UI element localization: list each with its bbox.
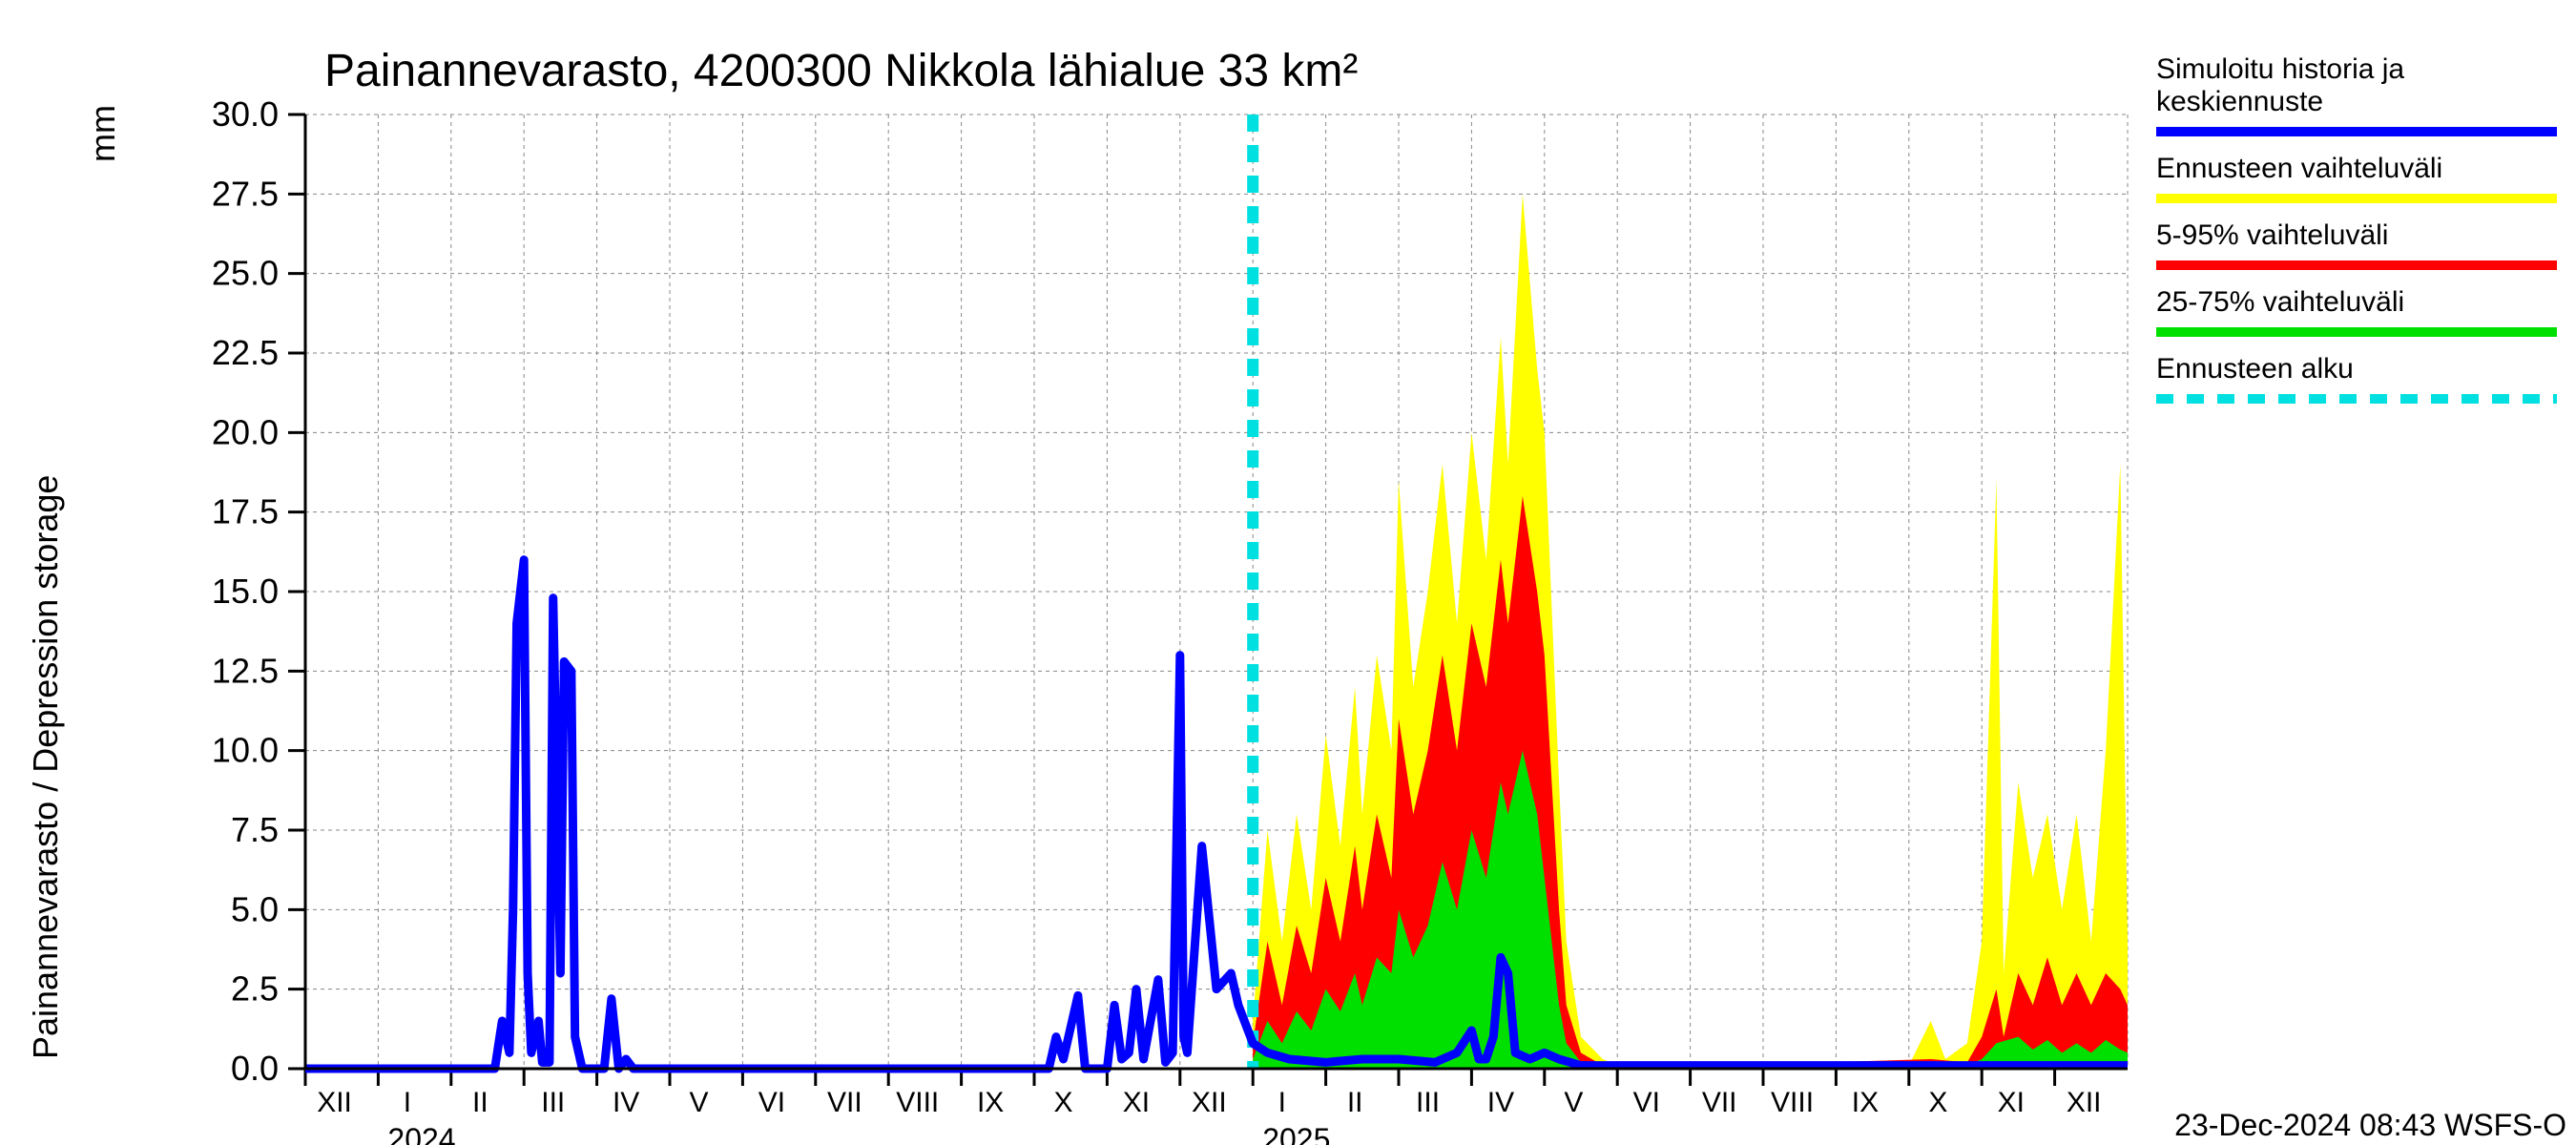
month-label: I — [1278, 1087, 1286, 1118]
plot-area: 0.0 2.5 5.0 7.5 10.0 12.5 15.0 17.5 20.0 22.5 25.0… — [212, 94, 2128, 1145]
y-tick-label: 10.0 — [212, 731, 279, 770]
month-label: VII — [827, 1087, 862, 1118]
month-label: VIII — [896, 1087, 939, 1118]
month-label: III — [1416, 1087, 1440, 1118]
y-axis-unit: mm — [83, 105, 122, 162]
legend-label-fstart: Ennusteen alku — [2156, 353, 2354, 385]
month-label: IX — [1852, 1087, 1879, 1118]
month-label: IX — [977, 1087, 1004, 1118]
y-tick-label: 0.0 — [231, 1049, 279, 1088]
legend-label-history: Simuloitu historia ja — [2156, 53, 2404, 85]
legend-label-p25_75: 25-75% vaihteluväli — [2156, 286, 2404, 318]
month-label: XII — [1192, 1087, 1227, 1118]
month-label: V — [1564, 1087, 1583, 1118]
legend-label-full: Ennusteen vaihteluväli — [2156, 153, 2442, 184]
y-tick-label: 20.0 — [212, 412, 279, 451]
month-label: V — [690, 1087, 709, 1118]
y-tick-label: 12.5 — [212, 651, 279, 690]
month-label: X — [1054, 1087, 1073, 1118]
legend-label-p5_95: 5-95% vaihteluväli — [2156, 219, 2388, 251]
year-label: 2024 — [387, 1122, 455, 1145]
legend-label-history: keskiennuste — [2156, 86, 2323, 117]
month-label: IV — [613, 1087, 639, 1118]
month-label: II — [472, 1087, 488, 1118]
month-label: XI — [1998, 1087, 2025, 1118]
month-label: XII — [317, 1087, 352, 1118]
month-label: I — [404, 1087, 411, 1118]
month-label: III — [541, 1087, 565, 1118]
month-label: XII — [2067, 1087, 2102, 1118]
month-label: IV — [1487, 1087, 1514, 1118]
y-tick-label: 27.5 — [212, 174, 279, 213]
history-line — [305, 560, 2128, 1069]
y-tick-label: 2.5 — [231, 969, 279, 1009]
y-tick-label: 22.5 — [212, 333, 279, 372]
y-tick-label: 15.0 — [212, 572, 279, 611]
month-label: VII — [1702, 1087, 1737, 1118]
y-axis-label: Painannevarasto / Depression storage — [26, 475, 65, 1059]
y-tick-label: 30.0 — [212, 94, 279, 134]
month-label: XI — [1123, 1087, 1150, 1118]
y-tick-label: 7.5 — [231, 810, 279, 849]
chart-title: Painannevarasto, 4200300 Nikkola lähialu… — [324, 46, 1358, 96]
month-label: VI — [758, 1087, 785, 1118]
year-label: 2025 — [1262, 1122, 1330, 1145]
month-label: VI — [1633, 1087, 1660, 1118]
month-label: VIII — [1771, 1087, 1814, 1118]
footer-timestamp: 23-Dec-2024 08:43 WSFS-O — [2174, 1108, 2566, 1142]
chart-svg: Painannevarasto / Depression storage mm … — [0, 0, 2576, 1145]
month-label: X — [1928, 1087, 1947, 1118]
y-tick-label: 25.0 — [212, 254, 279, 293]
y-tick-label: 17.5 — [212, 492, 279, 531]
y-tick-label: 5.0 — [231, 889, 279, 928]
month-label: II — [1347, 1087, 1363, 1118]
legend: Simuloitu historia jakeskiennuste Ennuste… — [2156, 53, 2557, 399]
chart-container: Painannevarasto / Depression storage mm … — [0, 0, 2576, 1145]
